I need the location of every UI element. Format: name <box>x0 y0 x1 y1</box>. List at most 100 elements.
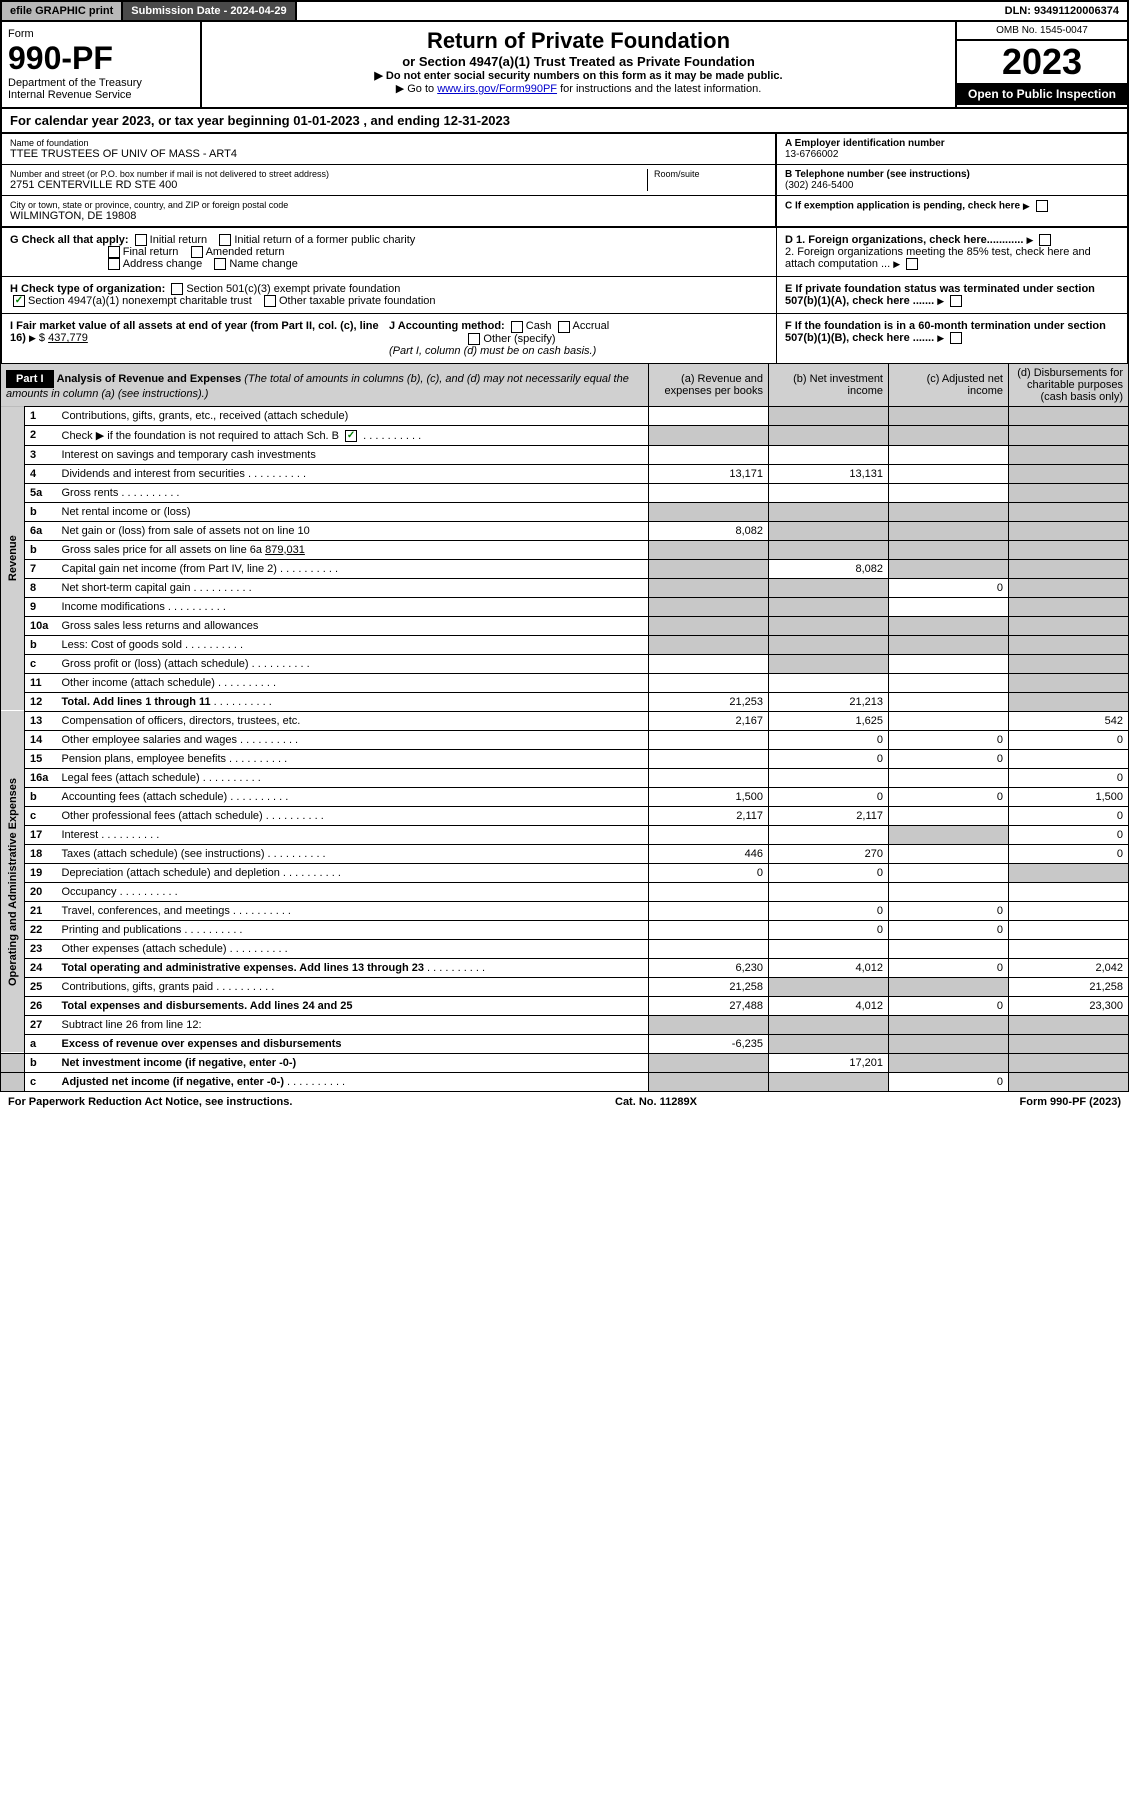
line-16a-d: 0 <box>1009 768 1129 787</box>
calendar-year-line: For calendar year 2023, or tax year begi… <box>0 109 1129 134</box>
g-address-checkbox[interactable] <box>108 258 120 270</box>
form-header: Form 990-PF Department of the Treasury I… <box>0 22 1129 109</box>
line-16b-d: 1,500 <box>1009 787 1129 806</box>
form-label: Form <box>8 28 194 40</box>
line-16a-desc: Legal fees (attach schedule) <box>57 768 649 787</box>
line-12-a: 21,253 <box>649 692 769 711</box>
line-26-b: 4,012 <box>769 996 889 1015</box>
line-21-desc: Travel, conferences, and meetings <box>57 901 649 920</box>
line-27c-c: 0 <box>889 1072 1009 1091</box>
line-13-a: 2,167 <box>649 711 769 730</box>
form-number: 990-PF <box>8 40 194 77</box>
e-checkbox[interactable] <box>950 295 962 307</box>
g-label: G Check all that apply: <box>10 234 129 246</box>
tax-year: 2023 <box>957 41 1127 83</box>
line-4-b: 13,131 <box>769 464 889 483</box>
g-initial-checkbox[interactable] <box>135 234 147 246</box>
schb-checkbox[interactable] <box>345 430 357 442</box>
line-10b-desc: Less: Cost of goods sold <box>57 635 649 654</box>
line-19-desc: Depreciation (attach schedule) and deple… <box>57 863 649 882</box>
ein-label: A Employer identification number <box>785 138 1119 149</box>
g-final-checkbox[interactable] <box>108 246 120 258</box>
c-label: C If exemption application is pending, c… <box>785 201 1020 212</box>
part1-title: Analysis of Revenue and Expenses <box>57 373 242 385</box>
c-checkbox[interactable] <box>1036 200 1048 212</box>
line-16c-b: 2,117 <box>769 806 889 825</box>
line-22-desc: Printing and publications <box>57 920 649 939</box>
j-other-checkbox[interactable] <box>468 333 480 345</box>
j-cash: Cash <box>526 320 552 332</box>
line-17-desc: Interest <box>57 825 649 844</box>
d1-checkbox[interactable] <box>1039 234 1051 246</box>
line-7-b: 8,082 <box>769 559 889 578</box>
h-other-checkbox[interactable] <box>264 295 276 307</box>
d2-checkbox[interactable] <box>906 258 918 270</box>
g-opt0: Initial return <box>150 234 207 246</box>
section-g-to-j: G Check all that apply: Initial return I… <box>0 228 1129 363</box>
j-note: (Part I, column (d) must be on cash basi… <box>389 345 596 357</box>
col-c-header: (c) Adjusted net income <box>889 363 1009 406</box>
line-4-a: 13,171 <box>649 464 769 483</box>
g-opt4: Address change <box>123 258 203 270</box>
h-opt3: Other taxable private foundation <box>279 295 436 307</box>
i-fmv-value: 437,779 <box>48 332 88 344</box>
line-6a-desc: Net gain or (loss) from sale of assets n… <box>57 521 649 540</box>
line-16b-c: 0 <box>889 787 1009 806</box>
line-21-c: 0 <box>889 901 1009 920</box>
line-7-desc: Capital gain net income (from Part IV, l… <box>57 559 649 578</box>
line-2-desc: Check ▶ if the foundation is not require… <box>57 425 649 445</box>
line-24-a: 6,230 <box>649 958 769 977</box>
line-8-c: 0 <box>889 578 1009 597</box>
line-13-b: 1,625 <box>769 711 889 730</box>
entity-info: Name of foundation TTEE TRUSTEES OF UNIV… <box>0 134 1129 228</box>
open-public: Open to Public Inspection <box>957 83 1127 105</box>
line-3-desc: Interest on savings and temporary cash i… <box>57 445 649 464</box>
g-opt3: Amended return <box>206 246 285 258</box>
col-d-header: (d) Disbursements for charitable purpose… <box>1009 363 1129 406</box>
line-1-desc: Contributions, gifts, grants, etc., rece… <box>57 406 649 425</box>
line-16b-desc: Accounting fees (attach schedule) <box>57 787 649 806</box>
dept-treasury: Department of the Treasury <box>8 77 194 89</box>
line-25-a: 21,258 <box>649 977 769 996</box>
line-16b-b: 0 <box>769 787 889 806</box>
line-19-a: 0 <box>649 863 769 882</box>
omb-number: OMB No. 1545-0047 <box>957 22 1127 41</box>
j-accrual-checkbox[interactable] <box>558 321 570 333</box>
g-opt5: Name change <box>229 258 298 270</box>
city-state-zip: WILMINGTON, DE 19808 <box>10 210 767 222</box>
line-27b-b: 17,201 <box>769 1053 889 1072</box>
name-label: Name of foundation <box>10 138 767 148</box>
line-12-desc: Total. Add lines 1 through 11 <box>57 692 649 711</box>
top-bar: efile GRAPHIC print Submission Date - 20… <box>0 0 1129 22</box>
room-label: Room/suite <box>654 169 767 179</box>
line-13-desc: Compensation of officers, directors, tru… <box>57 711 649 730</box>
line-18-d: 0 <box>1009 844 1129 863</box>
efile-print-button[interactable]: efile GRAPHIC print <box>2 2 123 20</box>
line-5b-desc: Net rental income or (loss) <box>57 502 649 521</box>
irs-link[interactable]: www.irs.gov/Form990PF <box>437 83 557 95</box>
expenses-side-label: Operating and Administrative Expenses <box>1 711 25 1053</box>
line-11-desc: Other income (attach schedule) <box>57 673 649 692</box>
line-26-d: 23,300 <box>1009 996 1129 1015</box>
h-4947-checkbox[interactable] <box>13 295 25 307</box>
page-footer: For Paperwork Reduction Act Notice, see … <box>0 1092 1129 1112</box>
line-14-d: 0 <box>1009 730 1129 749</box>
line-18-a: 446 <box>649 844 769 863</box>
f-checkbox[interactable] <box>950 332 962 344</box>
h-label: H Check type of organization: <box>10 283 165 295</box>
phone-value: (302) 246-5400 <box>785 180 1119 191</box>
line-6a-a: 8,082 <box>649 521 769 540</box>
line-16b-a: 1,500 <box>649 787 769 806</box>
line-13-d: 542 <box>1009 711 1129 730</box>
line-9-desc: Income modifications <box>57 597 649 616</box>
g-initial-former-checkbox[interactable] <box>219 234 231 246</box>
j-other: Other (specify) <box>483 333 555 345</box>
phone-label: B Telephone number (see instructions) <box>785 169 1119 180</box>
g-name-checkbox[interactable] <box>214 258 226 270</box>
line-22-b: 0 <box>769 920 889 939</box>
line-14-b: 0 <box>769 730 889 749</box>
h-501c3-checkbox[interactable] <box>171 283 183 295</box>
g-amended-checkbox[interactable] <box>191 246 203 258</box>
j-cash-checkbox[interactable] <box>511 321 523 333</box>
line-27-desc: Subtract line 26 from line 12: <box>57 1015 649 1034</box>
